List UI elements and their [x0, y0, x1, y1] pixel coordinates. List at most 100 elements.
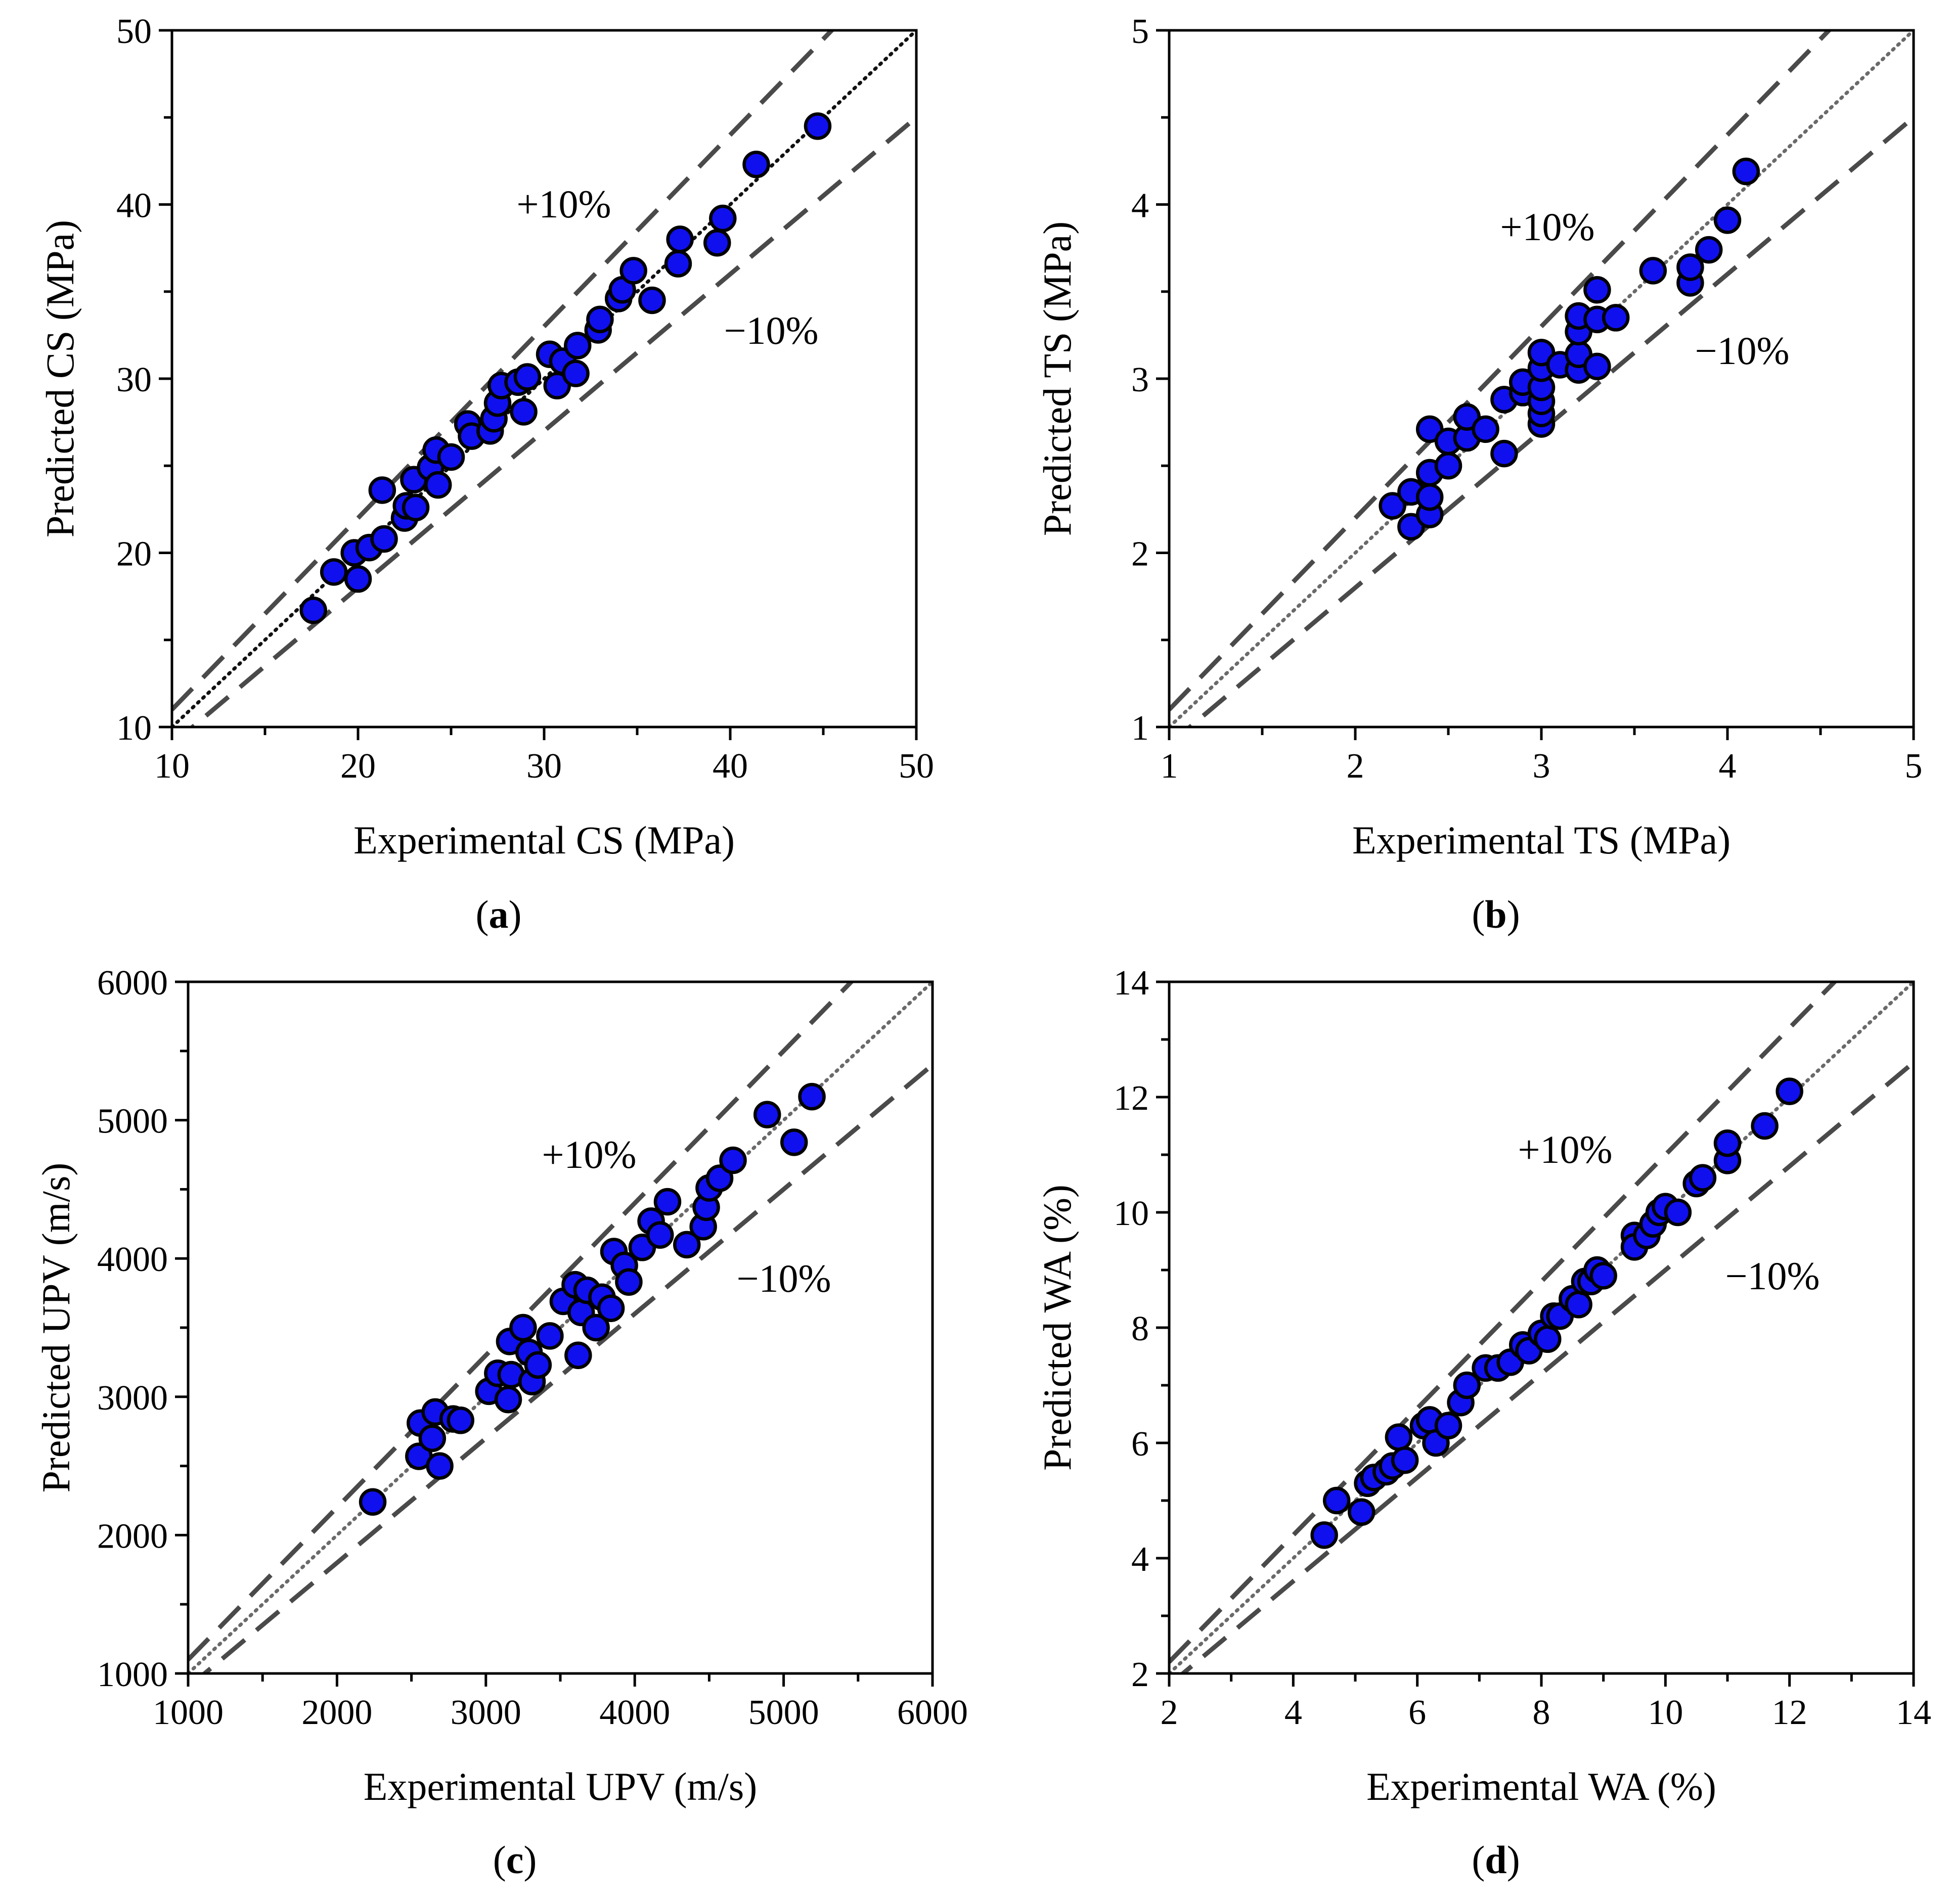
data-point [1385, 1423, 1413, 1451]
y-tick-label: 6000 [97, 964, 168, 1003]
x-tick-label: 5000 [748, 1693, 819, 1732]
y-tick-label: 3 [1131, 360, 1149, 399]
data-point [1751, 1112, 1779, 1140]
data-point [1490, 439, 1518, 468]
panel-caption-letter: b [1485, 892, 1506, 936]
chart-panel-b: 1 2 3 4 5 1 2 3 4 5 Experimental TS (MPa) Predicted… [1035, 12, 1923, 936]
data-point [1397, 513, 1425, 541]
data-point [709, 204, 737, 233]
data-point [513, 363, 542, 391]
data-point [494, 1386, 522, 1414]
lower-band-line [1179, 1061, 1914, 1673]
x-tick-label: 1000 [153, 1693, 224, 1732]
y-axis-title: Predicted UPV (m/s) [34, 1163, 78, 1493]
identity-line [172, 30, 916, 727]
y-tick-label: 12 [1114, 1079, 1149, 1118]
x-tick-label: 3000 [451, 1693, 521, 1732]
panel-caption: (a) [476, 892, 522, 936]
y-tick-label: 6 [1131, 1425, 1149, 1464]
x-tick-label: 10 [154, 747, 190, 786]
data-point [804, 112, 832, 140]
data-point [1379, 492, 1406, 520]
data-point [1602, 304, 1630, 332]
data-point [742, 151, 770, 178]
data-point [370, 525, 398, 553]
data-point [1415, 483, 1444, 511]
data-point [299, 596, 327, 624]
chart-panel-c: 1000 2000 3000 4000 5000 6000 1000 2000 3000 4000… [34, 964, 968, 1882]
data-point [424, 471, 452, 499]
y-tick-label: 3000 [97, 1379, 168, 1418]
data-point [653, 1188, 682, 1216]
data-point [437, 443, 465, 471]
data-point [426, 1452, 454, 1480]
x-tick-label: 6000 [897, 1693, 968, 1732]
data-point [1322, 1486, 1351, 1515]
y-tick-label: 4 [1131, 187, 1149, 225]
x-tick-label: 30 [526, 747, 562, 786]
plot-area [1169, 30, 1914, 727]
y-tick-label: 1 [1131, 709, 1149, 748]
y-tick-label: 20 [116, 535, 152, 574]
x-tick-label: 20 [340, 747, 376, 786]
lower-band-label: −10% [737, 1256, 831, 1300]
upper-band-label: +10% [1500, 205, 1595, 249]
x-tick-label: 2 [1161, 1693, 1178, 1732]
data-point [1664, 1198, 1692, 1227]
x-tick-label: 14 [1896, 1693, 1931, 1732]
x-axis-title: Experimental WA (%) [1366, 1764, 1716, 1808]
x-axis-title: Experimental UPV (m/s) [364, 1764, 757, 1808]
x-axis-title: Experimental TS (MPa) [1352, 818, 1731, 862]
panel-caption: (d) [1472, 1838, 1520, 1882]
data-point [1310, 1521, 1338, 1549]
lower-band-line [1186, 115, 1914, 727]
data-point [1415, 415, 1444, 443]
data-point [509, 1313, 537, 1342]
data-point [666, 225, 694, 253]
panel-caption-letter: c [506, 1838, 524, 1882]
data-point [1527, 339, 1556, 367]
y-axis-title: Predicted TS (MPa) [1035, 221, 1079, 536]
x-tick-label: 4000 [599, 1693, 670, 1732]
y-tick-label: 40 [116, 187, 152, 225]
y-tick-label: 2 [1131, 1655, 1149, 1694]
y-axis-title: Predicted WA (%) [1035, 1185, 1079, 1471]
data-point [597, 1294, 625, 1322]
panel-caption: (c) [493, 1838, 537, 1882]
data-point [402, 493, 430, 522]
data-point [753, 1101, 781, 1128]
x-tick-label: 3 [1533, 747, 1550, 786]
data-point [703, 229, 731, 257]
x-tick-label: 1 [1161, 747, 1178, 786]
x-tick-label: 10 [1648, 1693, 1683, 1732]
data-point [1565, 1291, 1592, 1319]
x-tick-label: 6 [1408, 1693, 1426, 1732]
y-tick-label: 8 [1131, 1309, 1149, 1348]
panel-caption-letter: a [489, 892, 509, 936]
data-point [1391, 1446, 1419, 1474]
data-point [1583, 352, 1611, 381]
data-point [320, 558, 348, 586]
data-point [1676, 253, 1704, 281]
data-point [418, 1424, 447, 1453]
y-tick-label: 4 [1131, 1540, 1149, 1579]
y-tick-label: 4000 [97, 1240, 168, 1279]
data-point [664, 250, 692, 278]
x-axis-title: Experimental CS (MPa) [353, 818, 735, 862]
y-tick-label: 10 [1114, 1194, 1149, 1233]
lower-band-label: −10% [1725, 1254, 1820, 1298]
upper-band-line [172, 30, 835, 711]
data-point [1348, 1498, 1376, 1526]
data-point [1472, 415, 1499, 443]
plot-area [172, 30, 916, 727]
data-point [1583, 276, 1611, 304]
data-point [705, 1164, 734, 1192]
data-point [1776, 1077, 1803, 1105]
data-point [673, 1231, 701, 1259]
chart-panel-d: 2 4 6 8 10 12 14 2 4 6 8 10 12 14 Experimental WA (%) P… [1035, 964, 1931, 1882]
x-tick-label: 50 [899, 747, 934, 786]
x-tick-label: 40 [713, 747, 748, 786]
data-point [1713, 206, 1742, 234]
data-point [368, 476, 396, 504]
data-point [1713, 1129, 1742, 1157]
